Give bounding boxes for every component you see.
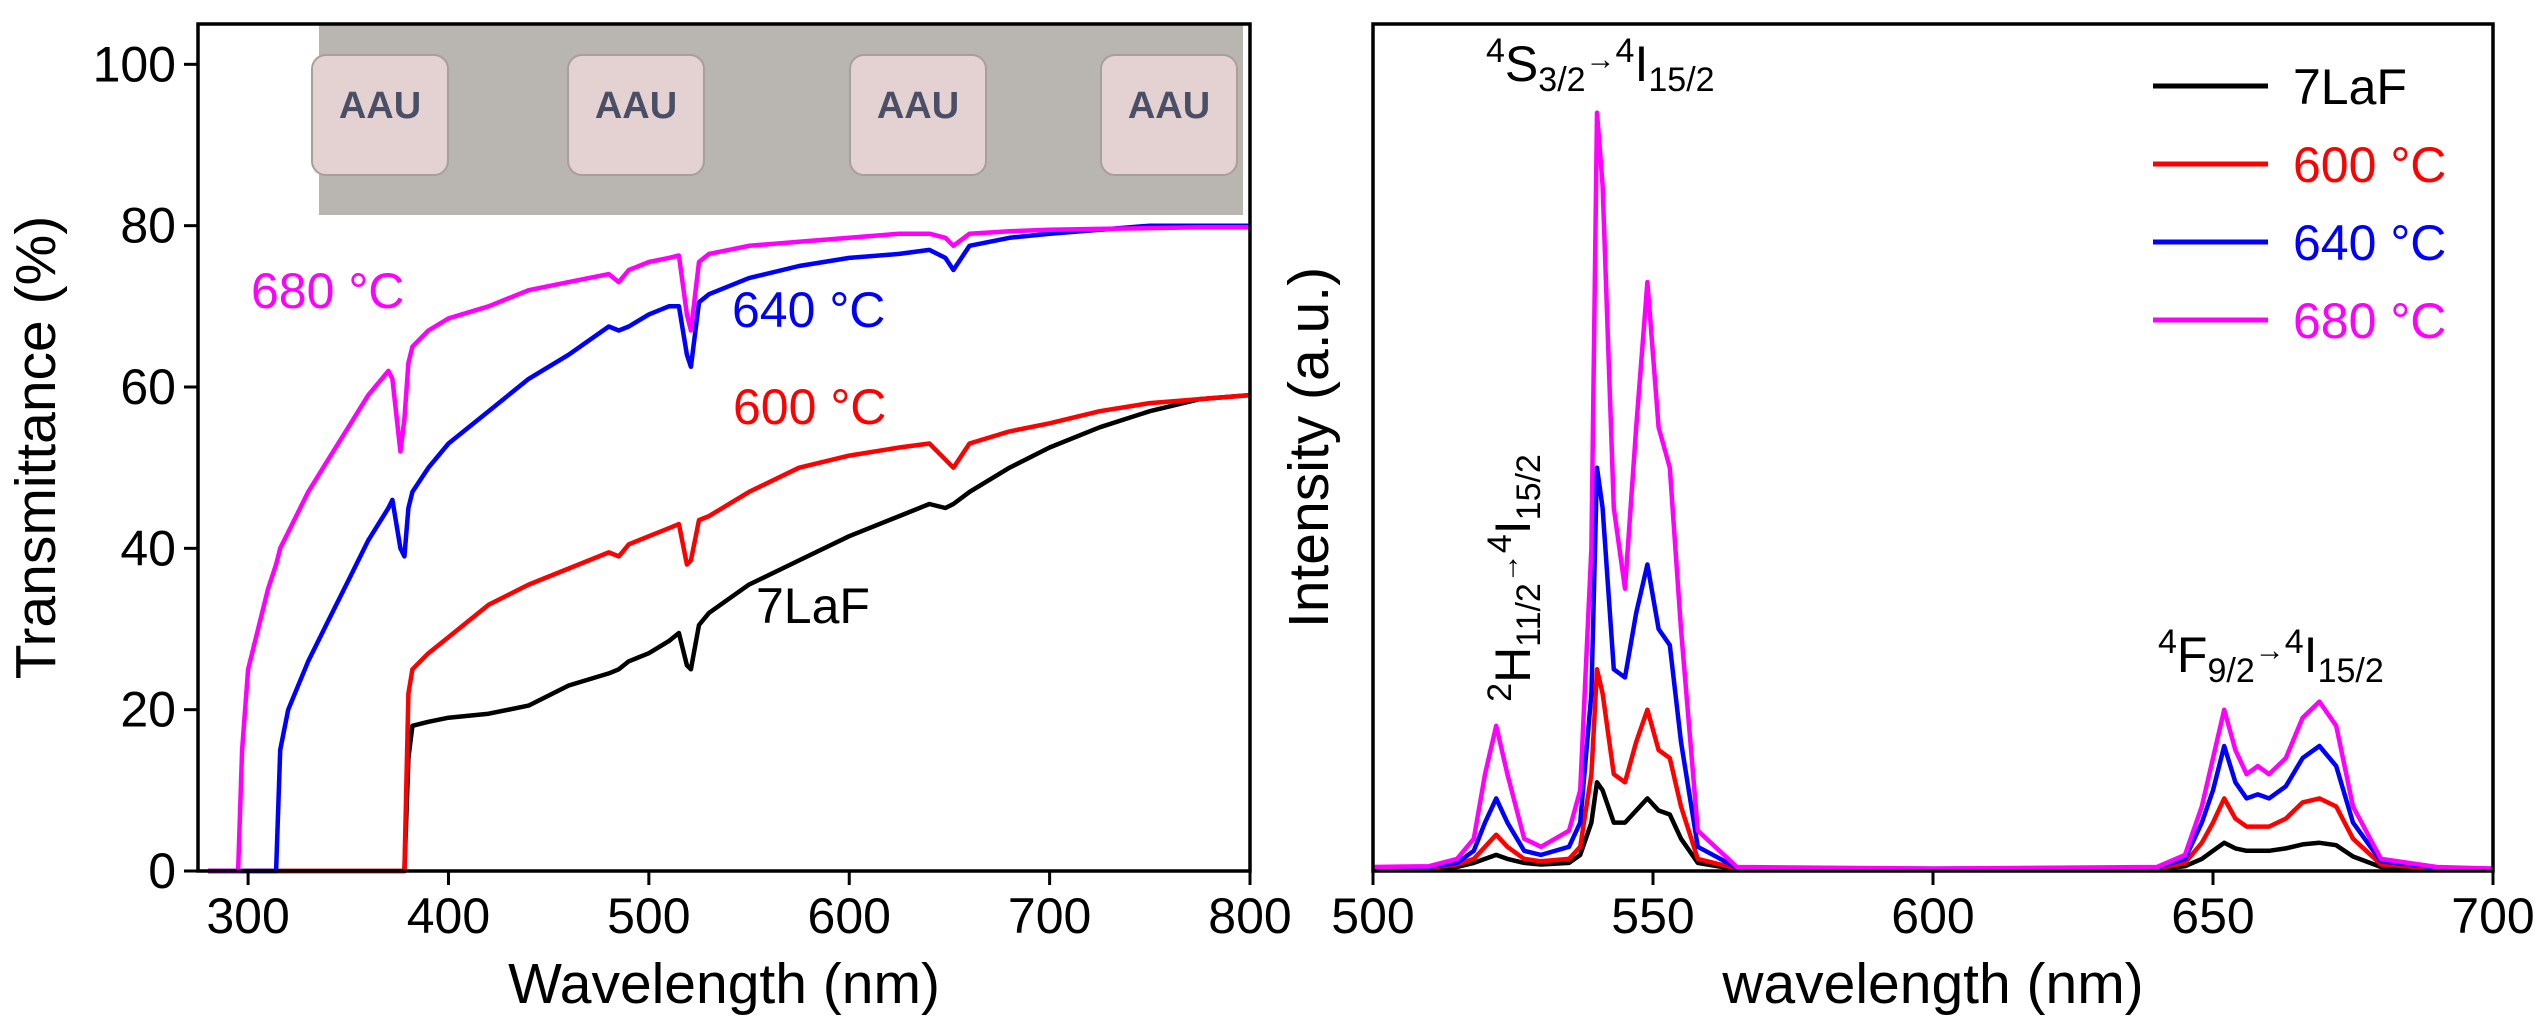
x-tick-label: 500 <box>607 888 690 944</box>
annotation-part: 600 °C <box>733 379 886 435</box>
annotation: 4F9/2→4I15/2 <box>2158 623 2384 690</box>
annotation: 4S3/2→4I15/2 <box>1486 32 1715 99</box>
x-axis-title: wavelength (nm) <box>1721 952 2143 1016</box>
plot-frame <box>196 22 1252 873</box>
x-tick-label: 550 <box>1611 888 1694 944</box>
annotation-part: 15/2 <box>2318 652 2384 690</box>
annotation-part: → <box>1586 43 1616 76</box>
y-tick-label: 60 <box>120 359 176 415</box>
sample-piece <box>849 54 987 176</box>
legend-label: 7LaF <box>2293 59 2407 115</box>
y-tick-label: 40 <box>120 520 176 576</box>
inset-label: AAU <box>339 85 421 127</box>
x-tick-label: 500 <box>1331 888 1414 944</box>
x-tick-label: 800 <box>1208 888 1291 944</box>
annotation-part: 15/2 <box>1648 61 1714 99</box>
annotation: 680 °C <box>251 263 404 319</box>
annotation: 2H11/2→4I15/2 <box>1481 454 1548 702</box>
legend-label: 680 °C <box>2293 293 2446 349</box>
annotation-part: S <box>1505 36 1538 92</box>
annotation: 600 °C <box>733 379 886 435</box>
annotation-part: 4 <box>2285 623 2304 661</box>
annotation-part: I <box>1485 520 1541 534</box>
annotation-part: 680 °C <box>251 263 404 319</box>
annotation-part: 4 <box>1486 32 1505 70</box>
annotation-part: H <box>1485 647 1541 683</box>
annotation-part: I <box>1634 36 1648 92</box>
annotation-part: 9/2 <box>2207 652 2254 690</box>
sample-piece <box>1100 54 1238 176</box>
y-axis-title: Transmittance (%) <box>4 216 68 680</box>
y-tick-label: 20 <box>120 682 176 738</box>
annotation: 7LaF <box>756 578 870 634</box>
sample-piece <box>311 54 449 176</box>
series-line <box>1372 667 2494 872</box>
x-axis-title: Wavelength (nm) <box>508 952 940 1016</box>
x-tick-label: 650 <box>2171 888 2254 944</box>
sample-piece <box>567 54 705 176</box>
annotation-part: 7LaF <box>756 578 870 634</box>
inset-photo <box>319 24 1243 215</box>
y-tick-label: 80 <box>120 198 176 254</box>
series-line <box>1372 465 2494 871</box>
legend-label: 640 °C <box>2293 215 2446 271</box>
inset-label: AAU <box>877 85 959 127</box>
annotation-part: I <box>2304 627 2318 683</box>
inset-label: AAU <box>595 85 677 127</box>
annotation-part: 15/2 <box>1510 454 1548 520</box>
series-line <box>1372 780 2493 872</box>
annotation-part: 3/2 <box>1538 61 1585 99</box>
x-tick-label: 600 <box>808 888 891 944</box>
annotation-part: 4 <box>2158 623 2177 661</box>
annotation-part: 11/2 <box>1510 583 1548 647</box>
annotation-part: → <box>2255 634 2285 667</box>
x-tick-label: 400 <box>407 888 490 944</box>
annotation-part: 4 <box>1481 534 1519 553</box>
annotation-part: F <box>2177 627 2208 683</box>
x-tick-label: 700 <box>2451 888 2534 944</box>
y-tick-label: 100 <box>93 36 176 92</box>
x-tick-label: 300 <box>206 888 289 944</box>
annotation-part: 4 <box>1616 32 1635 70</box>
annotation-part: 640 °C <box>732 282 885 338</box>
annotation: 640 °C <box>732 282 885 338</box>
annotation-part: → <box>1492 553 1525 583</box>
legend-label: 600 °C <box>2293 137 2446 193</box>
x-tick-label: 700 <box>1008 888 1091 944</box>
series-line <box>208 225 1250 874</box>
y-tick-label: 0 <box>148 843 176 899</box>
x-tick-label: 600 <box>1891 888 1974 944</box>
series-line <box>208 223 1250 874</box>
inset-label: AAU <box>1128 85 1210 127</box>
y-axis-title: Intensity (a.u.) <box>1277 267 1341 628</box>
series-line <box>1372 110 2494 871</box>
annotation-part: 2 <box>1481 683 1519 702</box>
